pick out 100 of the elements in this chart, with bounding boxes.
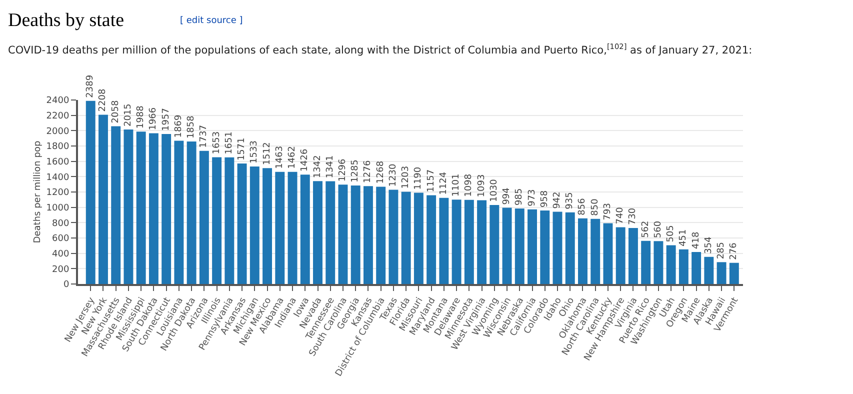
data-label: 935: [565, 192, 576, 210]
bar: [250, 166, 260, 284]
chart-title: Deaths by state: [8, 10, 124, 31]
y-tick-label: 1200: [46, 188, 70, 198]
bar: [590, 218, 600, 284]
data-label: 958: [540, 190, 550, 208]
data-label: 1268: [376, 160, 386, 184]
bar: [439, 198, 449, 284]
data-label: 1651: [224, 132, 234, 154]
y-tick-label: 2200: [46, 111, 70, 122]
bar: [692, 252, 702, 284]
data-label: 1512: [262, 142, 272, 166]
bar: [224, 157, 234, 284]
bar: [136, 132, 146, 284]
bar: [716, 262, 726, 284]
data-label: 1230: [388, 164, 398, 187]
bar: [490, 205, 500, 284]
y-tick-label: 2000: [46, 126, 70, 137]
bar: [86, 100, 96, 284]
bar: [729, 262, 739, 284]
data-label: 1124: [438, 172, 449, 195]
y-tick-label: 600: [52, 234, 70, 244]
data-label: 1426: [300, 148, 310, 172]
bar: [388, 190, 398, 284]
data-label: 793: [602, 203, 613, 220]
y-tick-label: 1400: [46, 172, 70, 183]
bar: [477, 200, 487, 284]
data-label: 1653: [212, 131, 222, 154]
bar: [350, 185, 360, 284]
bar: [678, 249, 688, 284]
bar: [148, 133, 158, 284]
data-label: 1285: [350, 160, 361, 182]
data-label: 856: [578, 198, 588, 216]
data-label: 560: [653, 220, 664, 238]
chart-subtitle: COVID-19 deaths per million of the populations of each state, along with the District of Columbia and Puerto Rico,$^{[102]}$ as of January 27, 2021:: [8, 42, 752, 56]
data-label: 730: [628, 208, 638, 226]
data-label: 1571: [237, 138, 248, 161]
data-label: 1463: [274, 146, 285, 169]
bar: [338, 184, 348, 284]
y-tick-label: 200: [52, 264, 70, 275]
bar: [603, 223, 613, 284]
bar: [578, 218, 588, 284]
bar: [464, 200, 474, 284]
bar: [124, 130, 134, 284]
data-label: 1988: [136, 105, 146, 129]
data-label: 2058: [110, 100, 121, 124]
bar: [641, 240, 651, 284]
data-label: 418: [691, 232, 702, 249]
data-label: 562: [640, 220, 651, 238]
data-label: 1098: [464, 174, 474, 197]
bar: [364, 186, 373, 284]
bar: [199, 150, 209, 284]
y-tick-label: 0: [63, 280, 70, 290]
y-axis-title: Deaths per million pop: [33, 140, 44, 244]
bar: [275, 172, 285, 284]
bar: [212, 157, 222, 284]
bar: [628, 228, 638, 284]
bar: [237, 164, 247, 284]
data-label: 1737: [199, 124, 210, 148]
bar: [452, 200, 462, 284]
bar: [162, 134, 172, 284]
text: [ edit source ]: [180, 16, 243, 26]
y-tick-label: 1000: [46, 203, 70, 214]
data-label: 1342: [312, 155, 323, 178]
bar: [262, 168, 272, 284]
data-label: 1296: [338, 158, 348, 182]
y-tick-label: 1800: [46, 142, 70, 152]
bar: [186, 142, 196, 284]
data-label: 994: [502, 187, 512, 205]
data-label: 1858: [186, 115, 197, 139]
bar: [616, 227, 626, 284]
bar: [704, 256, 714, 284]
bar: [414, 192, 424, 284]
bar: [376, 186, 386, 284]
bar: [288, 172, 298, 284]
bar: [313, 181, 322, 284]
data-label: 1957: [161, 108, 172, 131]
bar: [565, 212, 575, 284]
data-label: 942: [552, 192, 563, 209]
data-label: 2208: [98, 88, 108, 112]
y-tick-label: 1600: [46, 157, 70, 168]
bar: [540, 210, 550, 284]
bar: [528, 209, 537, 284]
data-label: 740: [616, 206, 626, 224]
data-label: 850: [590, 198, 600, 216]
bar: [326, 181, 336, 284]
bar: [174, 140, 184, 284]
data-label: 1341: [325, 155, 336, 178]
bar: [502, 208, 512, 284]
data-label: 1101: [452, 174, 462, 197]
data-label: 1157: [426, 169, 436, 192]
bar: [514, 208, 524, 284]
bar: [111, 126, 121, 284]
bar: [401, 192, 411, 284]
data-label: 1966: [148, 107, 159, 130]
data-label: 1462: [288, 146, 298, 169]
bar: [426, 195, 436, 284]
data-label: 973: [527, 189, 538, 206]
data-label: 354: [704, 236, 714, 254]
data-label: 2015: [123, 104, 134, 127]
